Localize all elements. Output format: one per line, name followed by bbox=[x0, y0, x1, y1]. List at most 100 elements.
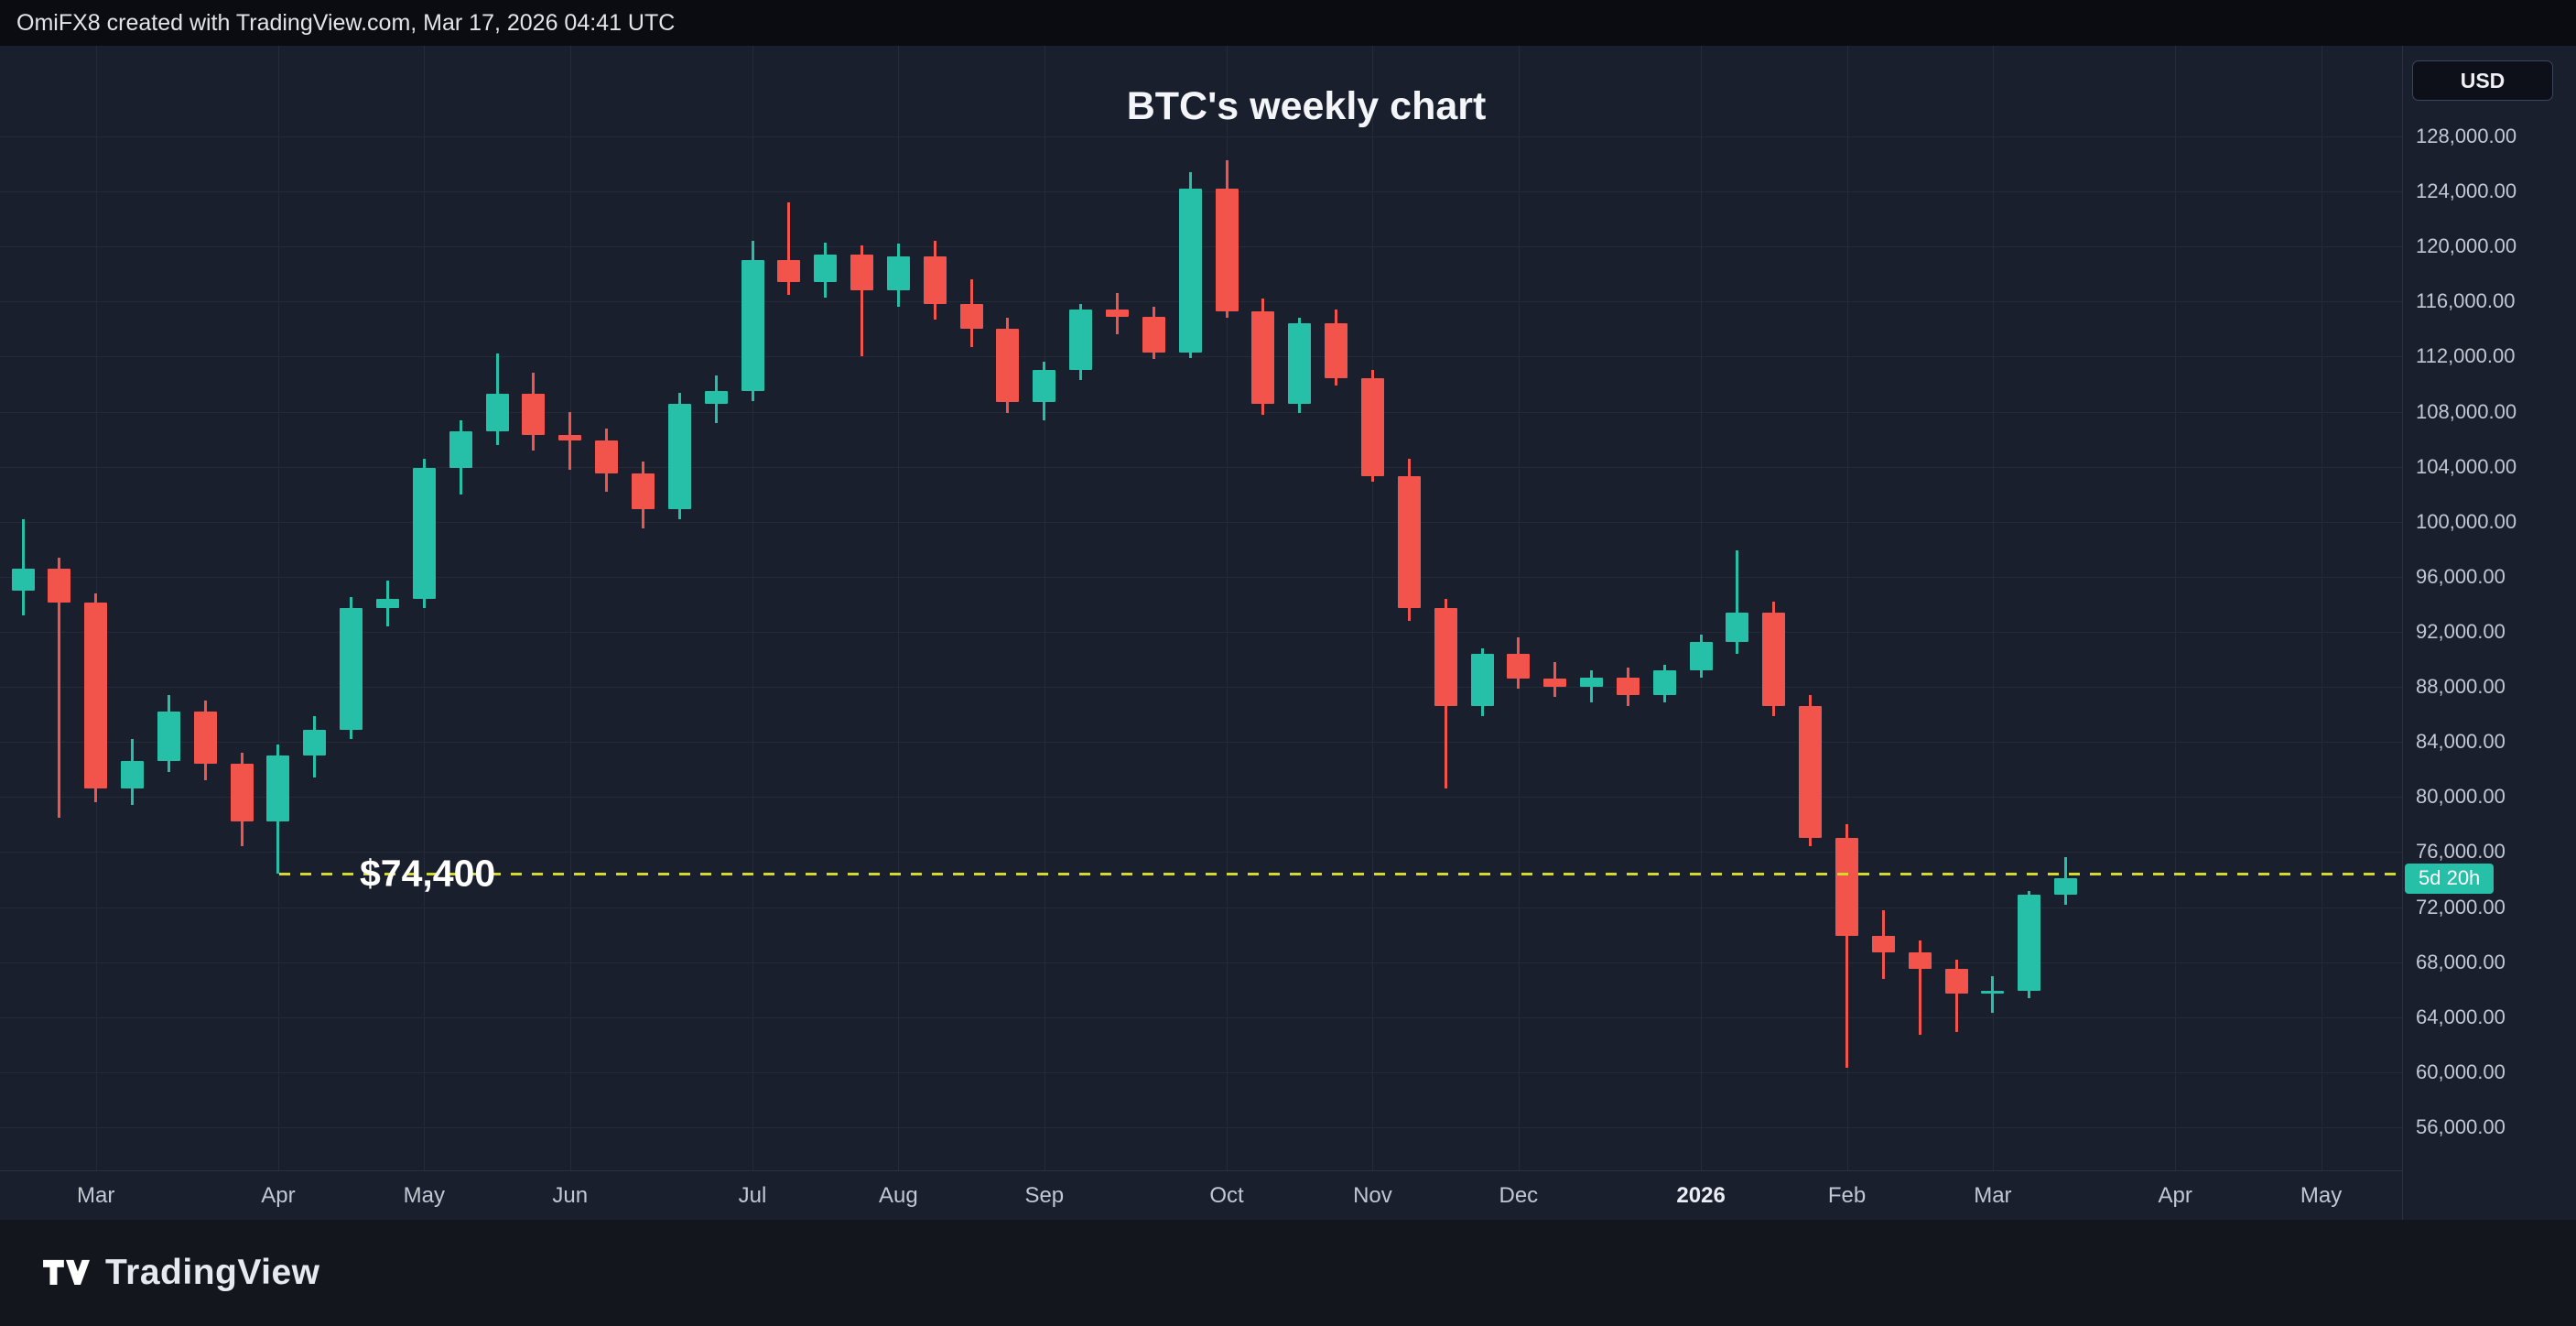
grid-line-horizontal bbox=[0, 852, 2402, 853]
candle-wick bbox=[568, 411, 572, 470]
candle-body bbox=[485, 394, 509, 431]
grid-line-horizontal bbox=[0, 962, 2402, 963]
candle-body bbox=[1762, 612, 1786, 707]
grid-line-vertical bbox=[1701, 46, 1703, 1170]
grid-line-horizontal bbox=[0, 411, 2402, 413]
candle-body bbox=[1689, 641, 1713, 671]
candle-wick bbox=[787, 202, 791, 295]
chart-title: BTC's weekly chart bbox=[1126, 84, 1487, 128]
attribution-text: OmiFX8 created with TradingView.com, Mar… bbox=[16, 9, 676, 36]
candle-body bbox=[1835, 838, 1858, 937]
price-tick-label: 64,000.00 bbox=[2416, 1005, 2506, 1028]
time-tick-label: Aug bbox=[879, 1183, 918, 1208]
grid-line-vertical bbox=[1518, 46, 1520, 1170]
candle-body bbox=[1908, 952, 1932, 970]
price-level-line[interactable] bbox=[279, 872, 2402, 875]
grid-line-vertical bbox=[1372, 46, 1374, 1170]
candle-wick bbox=[1845, 824, 1848, 1069]
candle-body bbox=[1251, 310, 1275, 404]
candle-body bbox=[631, 473, 655, 510]
candle-wick bbox=[1918, 940, 1921, 1036]
grid-line-horizontal bbox=[0, 1071, 2402, 1073]
candle-body bbox=[1543, 679, 1567, 688]
tradingview-brand-text[interactable]: TradingView bbox=[105, 1253, 320, 1292]
price-tick-label: 104,000.00 bbox=[2416, 454, 2517, 478]
price-axis[interactable]: USD 5d 20h 56,000.00 60,000.00 64,000.00 68… bbox=[2402, 46, 2576, 1220]
candle-body bbox=[923, 255, 947, 305]
candle-body bbox=[959, 304, 983, 330]
candle-body bbox=[1033, 370, 1056, 403]
grid-line-vertical bbox=[1992, 46, 1994, 1170]
candle-body bbox=[1616, 677, 1640, 696]
price-tick-label: 116,000.00 bbox=[2416, 289, 2516, 313]
candle-body bbox=[1069, 310, 1093, 371]
candle-body bbox=[157, 712, 180, 762]
candle-body bbox=[303, 729, 327, 756]
candle-body bbox=[667, 403, 691, 510]
time-tick-label: May bbox=[403, 1183, 446, 1208]
grid-line-vertical bbox=[752, 46, 753, 1170]
price-tick-label: 60,000.00 bbox=[2416, 1060, 2506, 1083]
candle-body bbox=[1397, 476, 1421, 609]
candle-body bbox=[1106, 310, 1129, 317]
time-tick-label: Apr bbox=[2158, 1183, 2192, 1208]
time-tick-label: Apr bbox=[261, 1183, 296, 1208]
grid-line-horizontal bbox=[0, 632, 2402, 633]
candle-body bbox=[1944, 969, 1968, 994]
grid-line-horizontal bbox=[0, 742, 2402, 744]
time-axis[interactable]: Mar Apr May Jun Jul Aug Sep Oct Nov Dec 2026 Feb Mar… bbox=[0, 1170, 2402, 1220]
candle-body bbox=[704, 391, 728, 404]
countdown-badge: 5d 20h bbox=[2405, 863, 2495, 894]
price-tick-label: 72,000.00 bbox=[2416, 895, 2506, 918]
price-tick-label: 120,000.00 bbox=[2416, 234, 2517, 258]
price-tick-label: 124,000.00 bbox=[2416, 179, 2517, 203]
grid-line-vertical bbox=[898, 46, 900, 1170]
price-tick-label: 92,000.00 bbox=[2416, 620, 2506, 643]
candle-body bbox=[2018, 895, 2041, 992]
time-tick-label: Sep bbox=[1024, 1183, 1065, 1208]
price-tick-label: 80,000.00 bbox=[2416, 785, 2506, 809]
grid-line-vertical bbox=[277, 46, 279, 1170]
tradingview-logo-icon[interactable] bbox=[42, 1257, 90, 1288]
price-tick-label: 84,000.00 bbox=[2416, 730, 2506, 754]
grid-line-horizontal bbox=[0, 576, 2402, 578]
candle-body bbox=[121, 761, 145, 789]
grid-line-horizontal bbox=[0, 136, 2402, 137]
grid-line-horizontal bbox=[0, 1016, 2402, 1018]
chart-area: BTC's weekly chart $74,400 Mar Apr May Jun J… bbox=[0, 46, 2576, 1220]
time-tick-label: Jul bbox=[738, 1183, 767, 1208]
plot-area[interactable]: BTC's weekly chart $74,400 Mar Apr May Jun J… bbox=[0, 46, 2402, 1220]
candle-body bbox=[1470, 654, 1494, 707]
candle-wick bbox=[1736, 550, 1739, 655]
candle-body bbox=[558, 435, 582, 441]
candle-body bbox=[84, 603, 108, 789]
time-tick-label: Jun bbox=[552, 1183, 589, 1208]
candle-body bbox=[266, 755, 290, 822]
time-tick-label: Feb bbox=[1827, 1183, 1867, 1208]
candle-body bbox=[522, 394, 546, 436]
candle-body bbox=[1325, 323, 1348, 379]
grid-line-horizontal bbox=[0, 521, 2402, 523]
candle-wick bbox=[21, 518, 25, 615]
currency-button[interactable]: USD bbox=[2412, 60, 2553, 101]
candle-body bbox=[1507, 654, 1531, 679]
candle-body bbox=[1580, 677, 1604, 688]
price-level-label[interactable]: $74,400 bbox=[360, 852, 496, 895]
price-tick-label: 96,000.00 bbox=[2416, 564, 2506, 588]
candle-wick bbox=[58, 557, 61, 818]
time-tick-label: Nov bbox=[1353, 1183, 1392, 1208]
grid-line-horizontal bbox=[0, 687, 2402, 689]
candle-body bbox=[193, 712, 217, 765]
candle-body bbox=[230, 764, 254, 822]
candle-body bbox=[741, 260, 764, 391]
candle-body bbox=[1981, 991, 2005, 994]
price-tick-label: 128,000.00 bbox=[2416, 125, 2517, 147]
grid-line-vertical bbox=[1044, 46, 1045, 1170]
candle-body bbox=[1726, 612, 1749, 642]
candle-body bbox=[1178, 189, 1202, 353]
candle-body bbox=[1871, 936, 1895, 953]
time-tick-label: Mar bbox=[77, 1183, 115, 1208]
candle-body bbox=[850, 255, 874, 291]
grid-line-vertical bbox=[569, 46, 571, 1170]
